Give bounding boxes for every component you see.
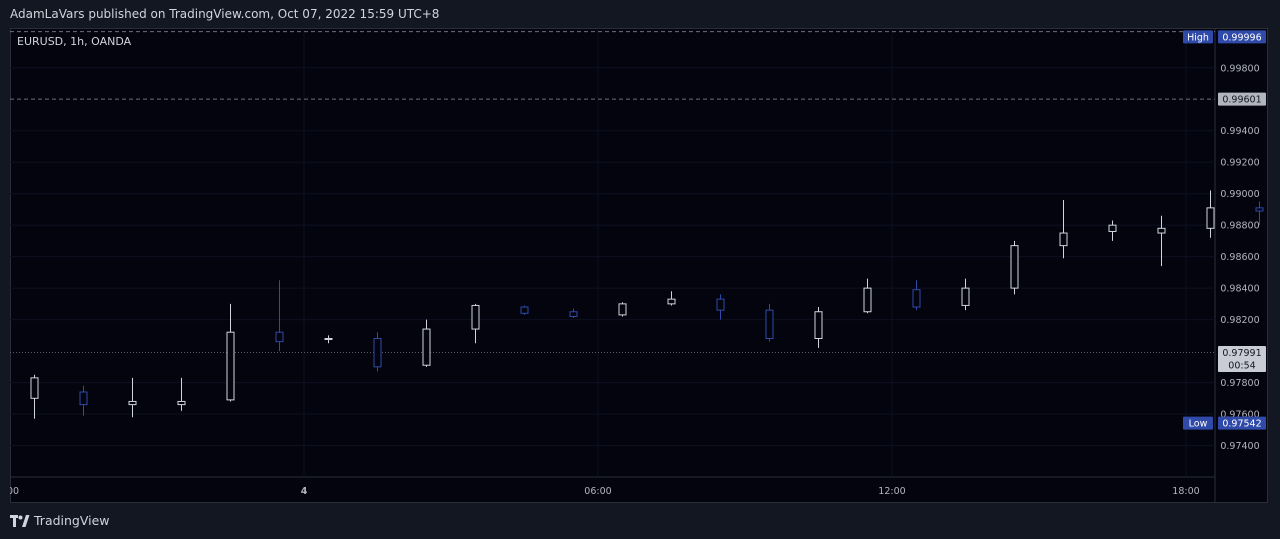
- high-price-value: 0.99996: [1222, 32, 1261, 43]
- footer: TradingView: [0, 503, 1280, 539]
- candle-body[interactable]: [177, 400, 186, 406]
- y-tick-label: 0.99000: [1220, 189, 1259, 200]
- high-label-box: [1183, 30, 1213, 44]
- y-tick-label: 0.97400: [1220, 441, 1259, 452]
- candle-body[interactable]: [961, 287, 970, 306]
- reference-price-box: [1218, 92, 1266, 106]
- low-price-value: 0.97542: [1222, 419, 1261, 430]
- high-label: High: [1187, 32, 1209, 43]
- candle-body[interactable]: [1059, 232, 1068, 247]
- last-price-countdown: 00:54: [1228, 361, 1255, 372]
- chart-frame: [10, 28, 1268, 503]
- y-tick-label: 0.98600: [1220, 252, 1259, 263]
- low-label: Low: [1189, 419, 1208, 430]
- candle-body[interactable]: [618, 303, 627, 316]
- candle-body[interactable]: [814, 311, 823, 339]
- candle-body[interactable]: [1010, 245, 1019, 289]
- y-tick-label: 0.98800: [1220, 221, 1259, 232]
- y-tick-label: 0.97800: [1220, 378, 1259, 389]
- x-tick-label: 06:00: [584, 486, 611, 497]
- candle-body[interactable]: [373, 337, 382, 368]
- candle-body[interactable]: [765, 309, 774, 339]
- candle-body[interactable]: [1255, 207, 1264, 212]
- candle-body[interactable]: [912, 289, 921, 308]
- symbol-label: EURUSD, 1h, OANDA: [17, 35, 132, 48]
- candle-body[interactable]: [1157, 227, 1166, 234]
- y-tick-label: 0.99200: [1220, 158, 1259, 169]
- low-price-box: [1218, 416, 1266, 430]
- y-tick-label: 0.97600: [1220, 410, 1259, 421]
- candle-body[interactable]: [324, 337, 333, 340]
- x-tick-label: 4: [301, 486, 308, 497]
- candle-body[interactable]: [1206, 207, 1215, 229]
- candle-body[interactable]: [30, 377, 39, 399]
- brand[interactable]: TradingView: [10, 513, 110, 528]
- last-price-value: 0.97991: [1222, 348, 1261, 359]
- candle-body[interactable]: [520, 306, 529, 314]
- candle-body[interactable]: [79, 391, 88, 406]
- reference-price-value: 0.99601: [1222, 95, 1261, 106]
- candlestick-chart[interactable]: 0.97400 0.97600 0.97800 0.98200 0.98400 0.986…: [10, 28, 1268, 503]
- header-bar: AdamLaVars published on TradingView.com,…: [0, 0, 1280, 28]
- y-tick-label: 0.98400: [1220, 284, 1259, 295]
- y-tick-label: 0.99800: [1220, 63, 1259, 74]
- candle-body[interactable]: [422, 328, 431, 366]
- candle-body[interactable]: [863, 287, 872, 313]
- brand-text: TradingView: [34, 513, 110, 528]
- tradingview-logo-icon: [10, 514, 30, 527]
- last-price-box: [1218, 346, 1266, 373]
- candle-body[interactable]: [569, 311, 578, 317]
- candle-body[interactable]: [716, 298, 725, 311]
- high-price-box: [1218, 30, 1266, 44]
- candle-body[interactable]: [275, 331, 284, 343]
- low-label-box: [1183, 416, 1213, 430]
- candle-body[interactable]: [667, 298, 676, 305]
- x-tick-label: 18:00: [1172, 486, 1199, 497]
- candle-body[interactable]: [1108, 224, 1117, 232]
- y-tick-label: 0.98200: [1220, 315, 1259, 326]
- candle-body[interactable]: [128, 400, 137, 406]
- x-tick-label: 12:00: [878, 486, 905, 497]
- candle-body[interactable]: [226, 331, 235, 401]
- x-tick-label: 00: [10, 486, 19, 497]
- candle-body[interactable]: [471, 304, 480, 330]
- y-tick-label: 0.99400: [1220, 126, 1259, 137]
- published-text: AdamLaVars published on TradingView.com,…: [10, 7, 440, 21]
